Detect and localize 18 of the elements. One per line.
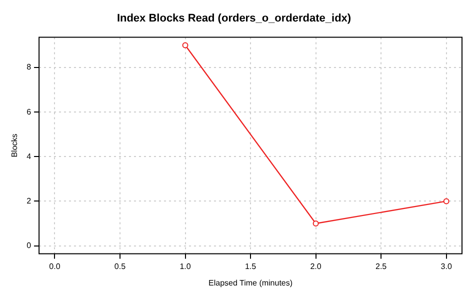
point (443, 198, 450, 204)
x-tick-label: 2.0 (310, 262, 322, 271)
chart-title: Index Blocks Read (orders_o_orderdate_idx) (116, 12, 352, 25)
y-tick-label: 0 (26, 240, 32, 250)
y-tick-label: 2 (26, 196, 32, 206)
point (312, 220, 319, 226)
x-tick-label: 0.5 (114, 262, 126, 271)
y-tick-label: 8 (26, 62, 32, 72)
x-tick-label: 0.0 (49, 262, 61, 271)
y-tick-label: 6 (26, 107, 32, 116)
x-tick-label: 1.5 (244, 262, 257, 271)
point (182, 42, 188, 48)
x-tick-label: 3.0 (440, 262, 452, 271)
x-tick-label: 1.0 (180, 262, 192, 271)
y-axis-title: Blocks (10, 134, 20, 158)
x-axis-title: Elapsed Time (minutes) (208, 278, 293, 288)
x-tick-label: 2.5 (376, 262, 388, 271)
y-tick-label: 4 (26, 152, 32, 161)
